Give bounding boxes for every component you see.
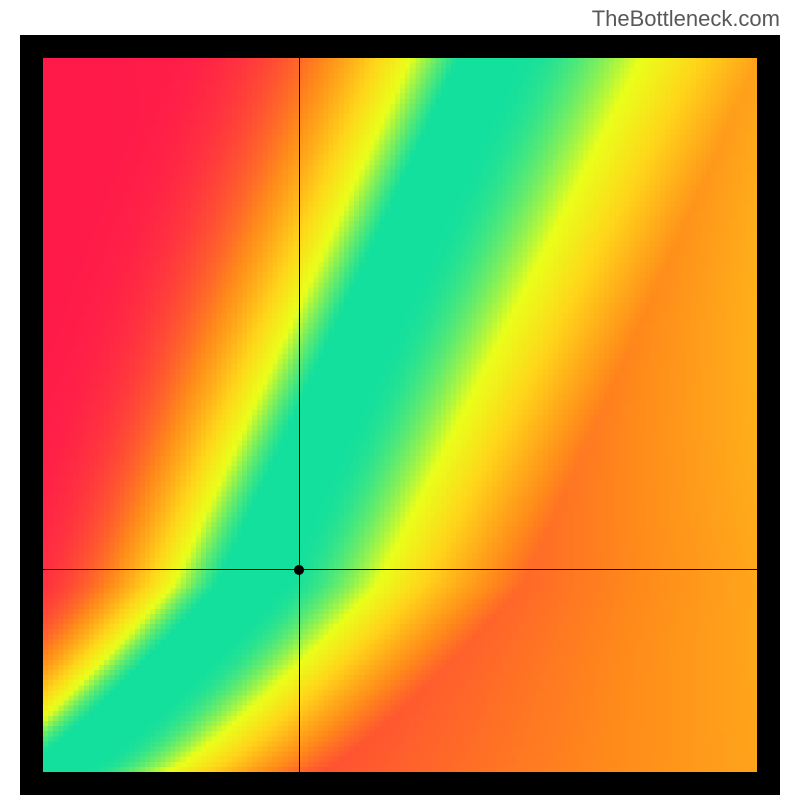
heatmap-canvas bbox=[43, 58, 757, 772]
crosshair-dot bbox=[292, 563, 306, 577]
crosshair-vertical bbox=[299, 58, 300, 772]
crosshair-horizontal bbox=[43, 569, 757, 570]
watermark-text: TheBottleneck.com bbox=[592, 6, 780, 32]
chart-container: TheBottleneck.com bbox=[0, 0, 800, 800]
